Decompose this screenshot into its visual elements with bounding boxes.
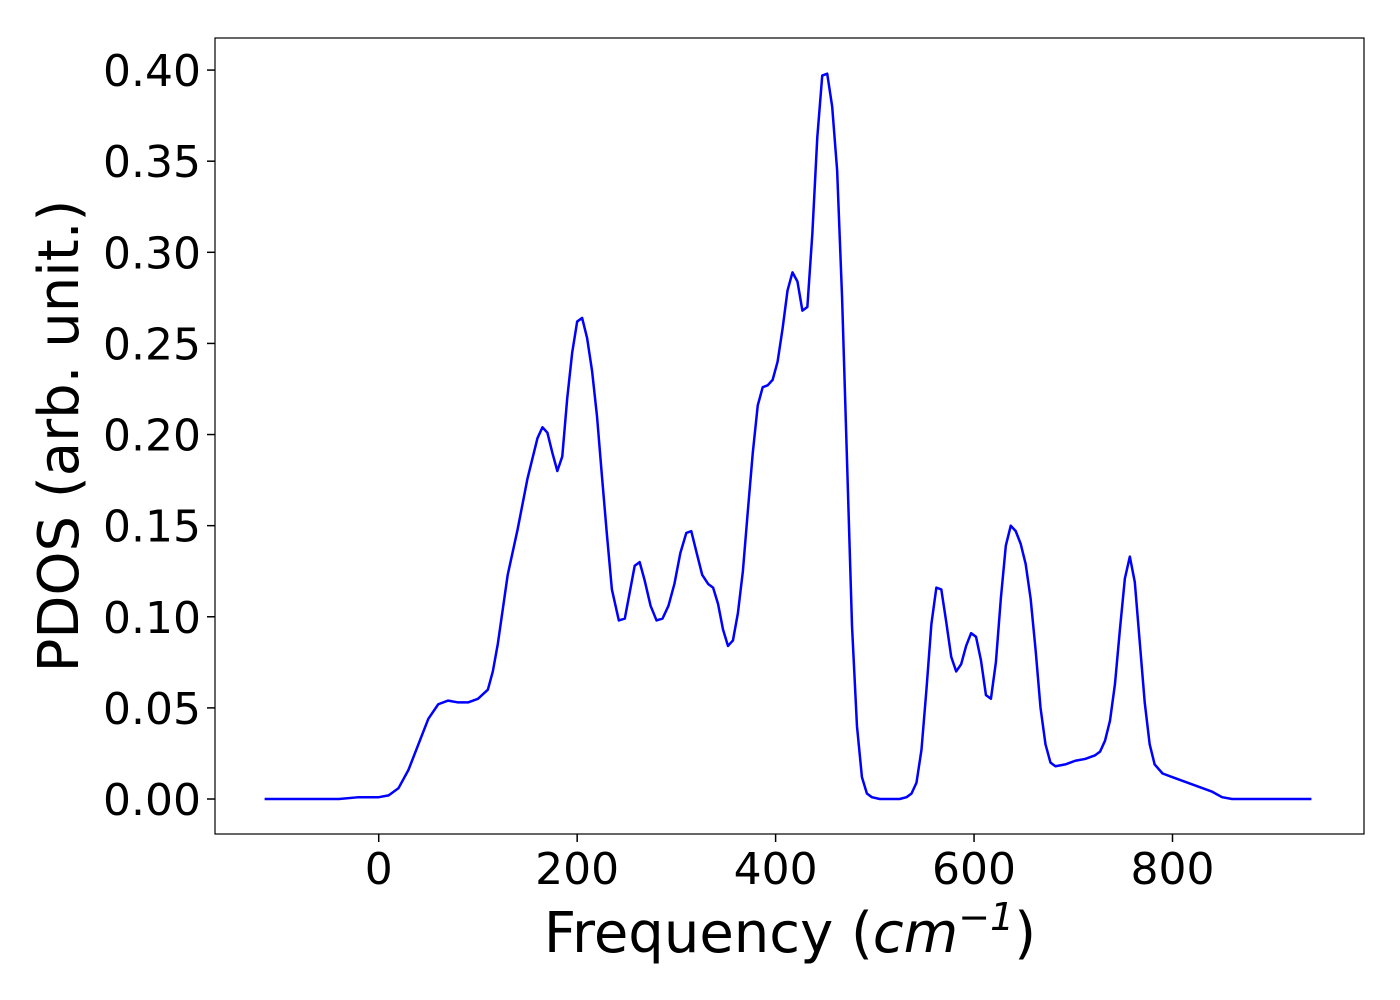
x-tick-label: 400 <box>734 844 818 895</box>
y-axis-label: PDOS (arb. unit.) <box>27 200 92 673</box>
y-tick-label: 0.25 <box>103 319 201 370</box>
pdos-line <box>264 72 1312 801</box>
y-tick-label: 0.40 <box>103 46 201 97</box>
plot-frame <box>214 37 1365 835</box>
x-label-text: Frequency ( <box>544 901 873 966</box>
x-tick-label: 600 <box>932 844 1016 895</box>
y-tick-label: 0.30 <box>103 228 201 279</box>
x-label-unit: cm <box>873 901 958 966</box>
y-tick-label: 0.10 <box>103 593 201 644</box>
x-label-close: ) <box>1014 901 1036 966</box>
x-tick-label: 800 <box>1131 844 1215 895</box>
y-tick-label: 0.35 <box>103 137 201 188</box>
y-tick-label: 0.15 <box>103 502 201 553</box>
x-tick-label: 0 <box>365 844 393 895</box>
x-tick-label: 200 <box>535 844 619 895</box>
x-label-exponent: −1 <box>958 895 1014 939</box>
x-axis-label: Frequency (cm−1) <box>544 895 1036 966</box>
y-tick-label: 0.20 <box>103 411 201 462</box>
y-tick-label: 0.05 <box>103 684 201 735</box>
y-tick-label: 0.00 <box>103 775 201 826</box>
